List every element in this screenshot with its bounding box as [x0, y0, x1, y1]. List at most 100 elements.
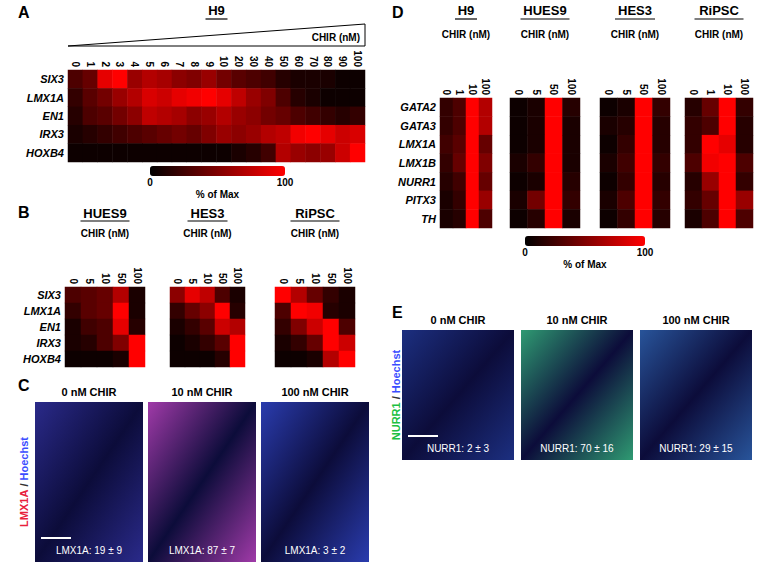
svg-text:0: 0 [522, 247, 528, 258]
svg-text:10 nM CHIR: 10 nM CHIR [171, 386, 232, 398]
svg-text:NURR1: NURR1 [398, 176, 436, 188]
svg-text:5: 5 [144, 61, 155, 67]
svg-text:PITX3: PITX3 [405, 194, 436, 206]
svg-text:3: 3 [114, 61, 125, 67]
svg-text:EN1: EN1 [43, 110, 64, 122]
svg-text:10 nM CHIR: 10 nM CHIR [546, 314, 607, 326]
svg-text:0: 0 [68, 278, 79, 284]
svg-text:LMX1A: 19 ± 9: LMX1A: 19 ± 9 [56, 545, 123, 556]
svg-text:0 nM CHIR: 0 nM CHIR [62, 386, 117, 398]
svg-text:GATA3: GATA3 [400, 120, 436, 132]
svg-text:/: / [390, 393, 402, 402]
svg-text:100: 100 [637, 247, 654, 258]
svg-text:0: 0 [278, 278, 289, 284]
svg-text:1: 1 [454, 89, 465, 95]
svg-text:30: 30 [248, 56, 259, 68]
svg-text:2: 2 [100, 61, 111, 67]
svg-text:0: 0 [70, 61, 81, 67]
svg-text:100: 100 [480, 78, 491, 95]
svg-text:NURR1: 70 ± 16: NURR1: 70 ± 16 [540, 443, 614, 454]
svg-text:EN1: EN1 [40, 321, 61, 333]
svg-text:TH: TH [421, 213, 437, 225]
svg-text:10: 10 [202, 273, 213, 285]
svg-text:5: 5 [621, 89, 632, 95]
svg-text:CHIR (nM): CHIR (nM) [81, 228, 129, 239]
svg-text:50: 50 [638, 84, 649, 96]
svg-text:60: 60 [293, 56, 304, 68]
svg-text:CHIR (nM): CHIR (nM) [521, 29, 569, 40]
svg-text:LMX1A: 87 ± 7: LMX1A: 87 ± 7 [169, 545, 236, 556]
svg-text:100: 100 [352, 50, 363, 67]
svg-text:0: 0 [147, 177, 153, 188]
svg-text:1: 1 [85, 61, 96, 67]
svg-text:5: 5 [531, 89, 542, 95]
svg-text:CHIR (nM): CHIR (nM) [695, 29, 743, 40]
svg-text:Hoechst: Hoechst [18, 437, 30, 481]
svg-text:10: 10 [467, 84, 478, 96]
svg-text:D: D [392, 4, 404, 21]
svg-text:CHIR (nM): CHIR (nM) [611, 29, 659, 40]
svg-text:0: 0 [603, 89, 614, 95]
svg-text:50: 50 [116, 273, 127, 285]
svg-text:5: 5 [187, 278, 198, 284]
svg-text:0: 0 [688, 89, 699, 95]
svg-text:40: 40 [263, 56, 274, 68]
svg-text:NURR1: NURR1 [390, 402, 402, 440]
svg-text:50: 50 [326, 273, 337, 285]
svg-text:LMX1A: LMX1A [399, 138, 436, 150]
svg-text:1: 1 [705, 89, 716, 95]
svg-text:LMX1B: LMX1B [399, 157, 436, 169]
svg-text:LMX1A: 3 ± 2: LMX1A: 3 ± 2 [285, 545, 346, 556]
svg-text:80: 80 [322, 56, 333, 68]
svg-text:100: 100 [132, 267, 143, 284]
svg-text:RiPSC: RiPSC [699, 3, 739, 18]
svg-text:H9: H9 [458, 3, 475, 18]
svg-text:LMX1A: LMX1A [24, 305, 61, 317]
svg-text:IRX3: IRX3 [40, 128, 64, 140]
svg-text:HES3: HES3 [191, 206, 225, 221]
svg-text:100: 100 [566, 78, 577, 95]
svg-text:CHIR (nM): CHIR (nM) [183, 228, 231, 239]
svg-text:A: A [18, 4, 30, 21]
svg-text:NURR1: 2 ± 3: NURR1: 2 ± 3 [427, 443, 490, 454]
svg-text:100: 100 [277, 177, 294, 188]
svg-text:100: 100 [342, 267, 353, 284]
svg-text:100 nM CHIR: 100 nM CHIR [281, 386, 348, 398]
svg-text:20: 20 [233, 56, 244, 68]
svg-text:CHIR (nM): CHIR (nM) [312, 32, 360, 43]
svg-text:RiPSC: RiPSC [295, 206, 335, 221]
svg-text:50: 50 [548, 84, 559, 96]
svg-text:5: 5 [294, 278, 305, 284]
svg-text:0: 0 [172, 278, 183, 284]
svg-text:100: 100 [656, 78, 667, 95]
svg-text:H9: H9 [208, 3, 225, 18]
svg-text:CHIR (nM): CHIR (nM) [442, 29, 490, 40]
svg-text:GATA2: GATA2 [400, 101, 436, 113]
svg-text:50: 50 [217, 273, 228, 285]
svg-text:100: 100 [232, 267, 243, 284]
svg-text:B: B [18, 204, 30, 221]
svg-text:70: 70 [308, 56, 319, 68]
svg-text:8: 8 [189, 61, 200, 67]
svg-text:100: 100 [739, 78, 750, 95]
svg-text:0 nM CHIR: 0 nM CHIR [431, 314, 486, 326]
svg-text:HUES9: HUES9 [523, 3, 566, 18]
svg-text:CHIR (nM): CHIR (nM) [291, 228, 339, 239]
svg-text:SIX3: SIX3 [40, 73, 64, 85]
svg-text:% of Max: % of Max [196, 189, 240, 200]
svg-text:NURR1: 29 ± 15: NURR1: 29 ± 15 [659, 443, 733, 454]
svg-text:50: 50 [278, 56, 289, 68]
svg-text:% of Max: % of Max [563, 259, 607, 270]
svg-text:6: 6 [159, 61, 170, 67]
svg-text:10: 10 [722, 84, 733, 96]
svg-text:0: 0 [441, 89, 452, 95]
svg-text:/: / [18, 480, 30, 489]
svg-text:HUES9: HUES9 [83, 206, 126, 221]
svg-text:HES3: HES3 [618, 3, 652, 18]
svg-text:HOXB4: HOXB4 [26, 147, 64, 159]
svg-text:C: C [18, 377, 30, 394]
svg-text:7: 7 [174, 61, 185, 67]
svg-text:5: 5 [84, 278, 95, 284]
svg-text:Hoechst: Hoechst [390, 349, 402, 393]
svg-text:9: 9 [204, 61, 215, 67]
